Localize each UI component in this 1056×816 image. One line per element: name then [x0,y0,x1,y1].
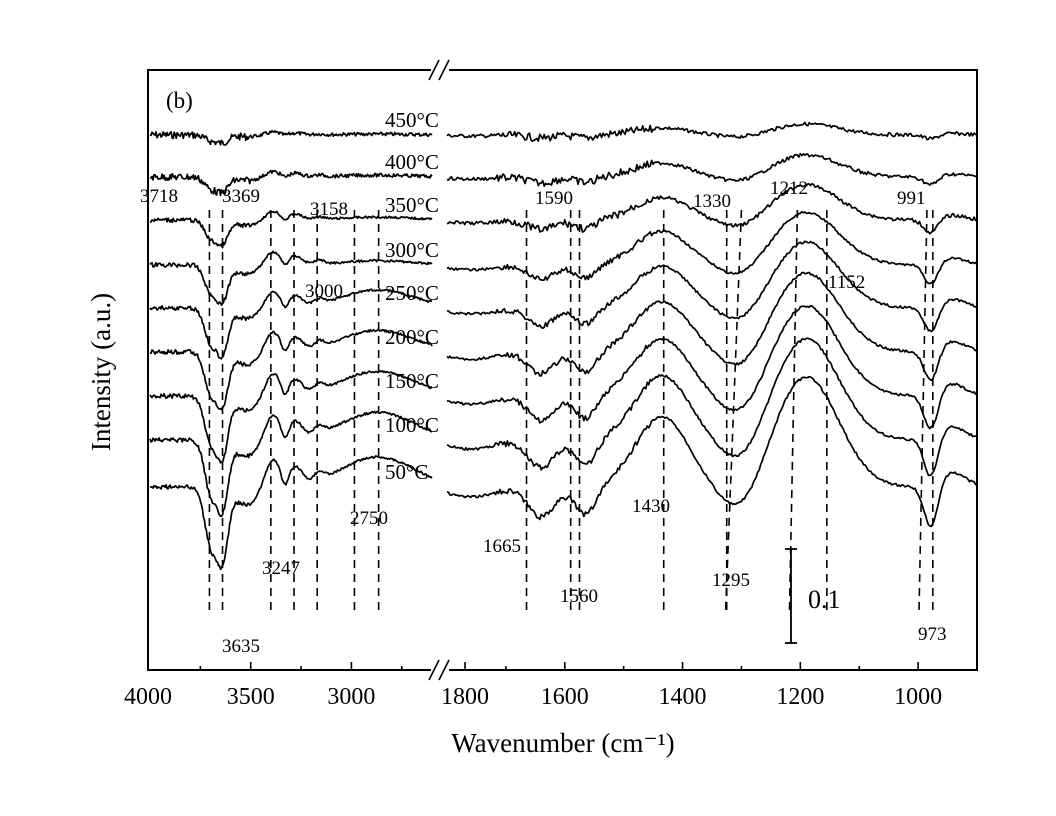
spectrum-line-right [446,210,978,285]
peak-label: 1152 [828,272,865,293]
peak-label: 973 [918,624,947,645]
spectrum-line-left [149,288,433,360]
series-label: 450°C [385,108,439,132]
axes-group: 4000 3500 3000 1800 1600 1400 1200 1000 Wavenumb… [86,293,978,758]
peak-label: 1330 [693,191,731,212]
peak-label: 3635 [222,636,260,657]
spectra-group [149,121,978,571]
spectrum-line-left [149,369,433,464]
spectrum-line-right [446,182,978,235]
spectrum-line-right [446,337,978,477]
axis-break-mark [438,59,450,81]
frame-right [449,69,978,671]
x-tick-label: 3000 [327,684,375,710]
panel-label: (b) [166,88,193,113]
y-axis-title: Intensity (a.u.) [86,293,116,451]
x-tick-label: 4000 [124,684,172,710]
series-label: 100°C [385,413,439,437]
x-tick-label: 1600 [541,684,589,710]
peak-label: 1430 [632,496,670,517]
series-label: 350°C [385,193,439,217]
peak-label: 1665 [483,536,521,557]
spectrum-line-left [149,129,433,146]
x-axis-title: Wavenumber (cm⁻¹) [451,728,674,758]
peak-label: 1295 [712,570,750,591]
peak-label: 3247 [262,558,300,579]
peak-label: 2750 [350,508,388,529]
series-label: 250°C [385,281,439,305]
series-label: 300°C [385,238,439,262]
spectrum-line-left [149,455,433,571]
peak-label: 1560 [560,586,598,607]
axis-break-mark [428,59,440,81]
spectrum-line-left [149,410,433,518]
axis-break-mark [438,659,450,681]
spectrum-line-right [446,121,978,143]
spectrum-line-left [149,250,433,307]
peak-label: 3718 [140,186,178,207]
axis-break-mark [428,659,440,681]
spectrum-line-right [446,304,978,430]
labels-group: 450°C 400°C 350°C 300°C 250°C 200°C 150°C 100°C… [140,88,947,657]
series-label: 400°C [385,150,439,174]
x-tick-label: 1800 [441,684,489,710]
peak-label: 3369 [222,186,260,207]
series-label: 200°C [385,325,439,349]
peak-guide-line [788,209,799,616]
peak-guide-line [724,209,743,616]
spectrum-line-right [446,271,978,382]
scale-bar-label: 0.1 [808,585,841,614]
spectrum-line-right [446,152,978,188]
series-label: 150°C [385,369,439,393]
series-label: 50°C [385,460,428,484]
x-tick-label: 3500 [227,684,275,710]
plot-frame [147,59,978,681]
peak-guides-group [208,209,934,616]
spectrum-line-right [446,375,977,528]
spectrum-line-left [149,169,433,197]
x-tick-label: 1200 [776,684,824,710]
peak-guide-line [918,209,928,616]
peak-label: 1590 [535,188,573,209]
x-tick-label: 1400 [659,684,707,710]
frame-left [147,69,431,671]
spectrum-line-left [149,328,433,411]
peak-label: 3000 [305,281,343,302]
peak-label: 991 [897,188,926,209]
peak-label: 1212 [770,178,808,199]
x-tick-label: 1000 [894,684,942,710]
spectrum-line-right [446,240,978,333]
spectrum-line-left [149,210,433,249]
peak-label: 3158 [310,199,348,220]
